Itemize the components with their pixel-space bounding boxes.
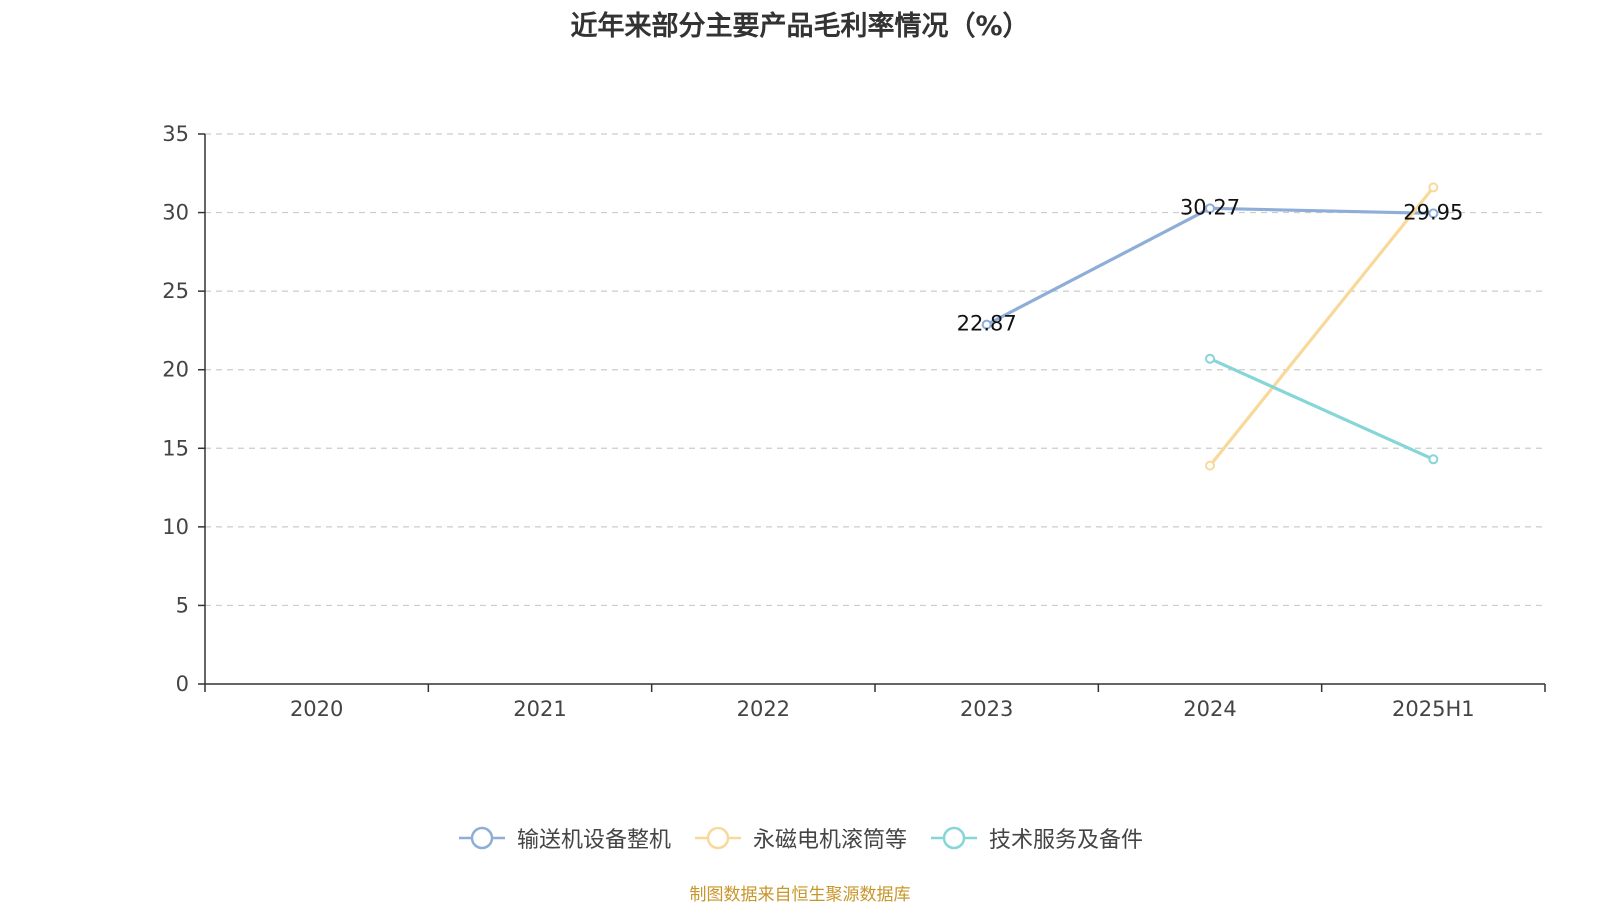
x-tick-label: 2021 bbox=[513, 697, 566, 721]
data-label: 30.27 bbox=[1180, 195, 1240, 219]
chart-title: 近年来部分主要产品毛利率情况（%） bbox=[570, 11, 1030, 42]
x-tick-label: 2020 bbox=[290, 697, 343, 721]
data-point bbox=[1205, 203, 1215, 214]
legend-line-circle-icon bbox=[931, 826, 977, 850]
legend-label: 技术服务及备件 bbox=[989, 828, 1144, 853]
legend-item[interactable]: 永磁电机滚筒等 bbox=[693, 822, 907, 854]
x-tick-label: 2025H1 bbox=[1392, 697, 1475, 721]
data-label: 22.87 bbox=[957, 312, 1017, 336]
legend-item[interactable]: 输送机设备整机 bbox=[457, 822, 671, 854]
data-point bbox=[1205, 460, 1215, 471]
label-layer: 22.87 30.27 29.95 bbox=[957, 195, 1464, 335]
y-tick-label: 10 bbox=[162, 515, 189, 539]
data-label: 29.95 bbox=[1403, 200, 1463, 224]
y-tick-label: 5 bbox=[176, 593, 189, 617]
y-tick-label: 20 bbox=[162, 358, 189, 382]
x-tick-label: 2022 bbox=[737, 697, 790, 721]
legend-line-circle-icon bbox=[694, 826, 741, 850]
legend-line-circle-icon bbox=[458, 826, 505, 850]
legend-label: 输送机设备整机 bbox=[516, 828, 671, 853]
data-point bbox=[1428, 182, 1439, 193]
data-point bbox=[981, 319, 992, 330]
source-note: 制图数据来自恒生聚源数据库 bbox=[689, 885, 911, 905]
legend-label: 永磁电机滚筒等 bbox=[752, 828, 907, 853]
grid-layer bbox=[205, 133, 1545, 607]
y-tick-label: 15 bbox=[162, 436, 189, 460]
data-point bbox=[1428, 208, 1439, 219]
series-layer bbox=[981, 182, 1439, 471]
series-line-1 bbox=[1208, 186, 1435, 467]
data-point bbox=[1205, 353, 1215, 364]
x-tick-label: 2024 bbox=[1183, 697, 1236, 721]
x-tick-label: 2023 bbox=[960, 697, 1013, 721]
y-tick-label: 25 bbox=[162, 279, 189, 303]
data-point bbox=[1428, 454, 1439, 465]
y-tick-label: 0 bbox=[176, 672, 189, 696]
axis-layer: 0 5 10 15 20 25 30 35 2020 2021 2022 2023 2024 2025H1 bbox=[162, 122, 1546, 721]
legend-item[interactable]: 技术服务及备件 bbox=[929, 822, 1143, 854]
legend: 输送机设备整机 永磁电机滚筒等 技术服务及备件 bbox=[0, 822, 1600, 854]
series-line-2 bbox=[1209, 357, 1434, 461]
y-tick-label: 35 bbox=[162, 122, 189, 146]
y-tick-label: 30 bbox=[162, 201, 189, 225]
series-line-0 bbox=[985, 206, 1434, 327]
